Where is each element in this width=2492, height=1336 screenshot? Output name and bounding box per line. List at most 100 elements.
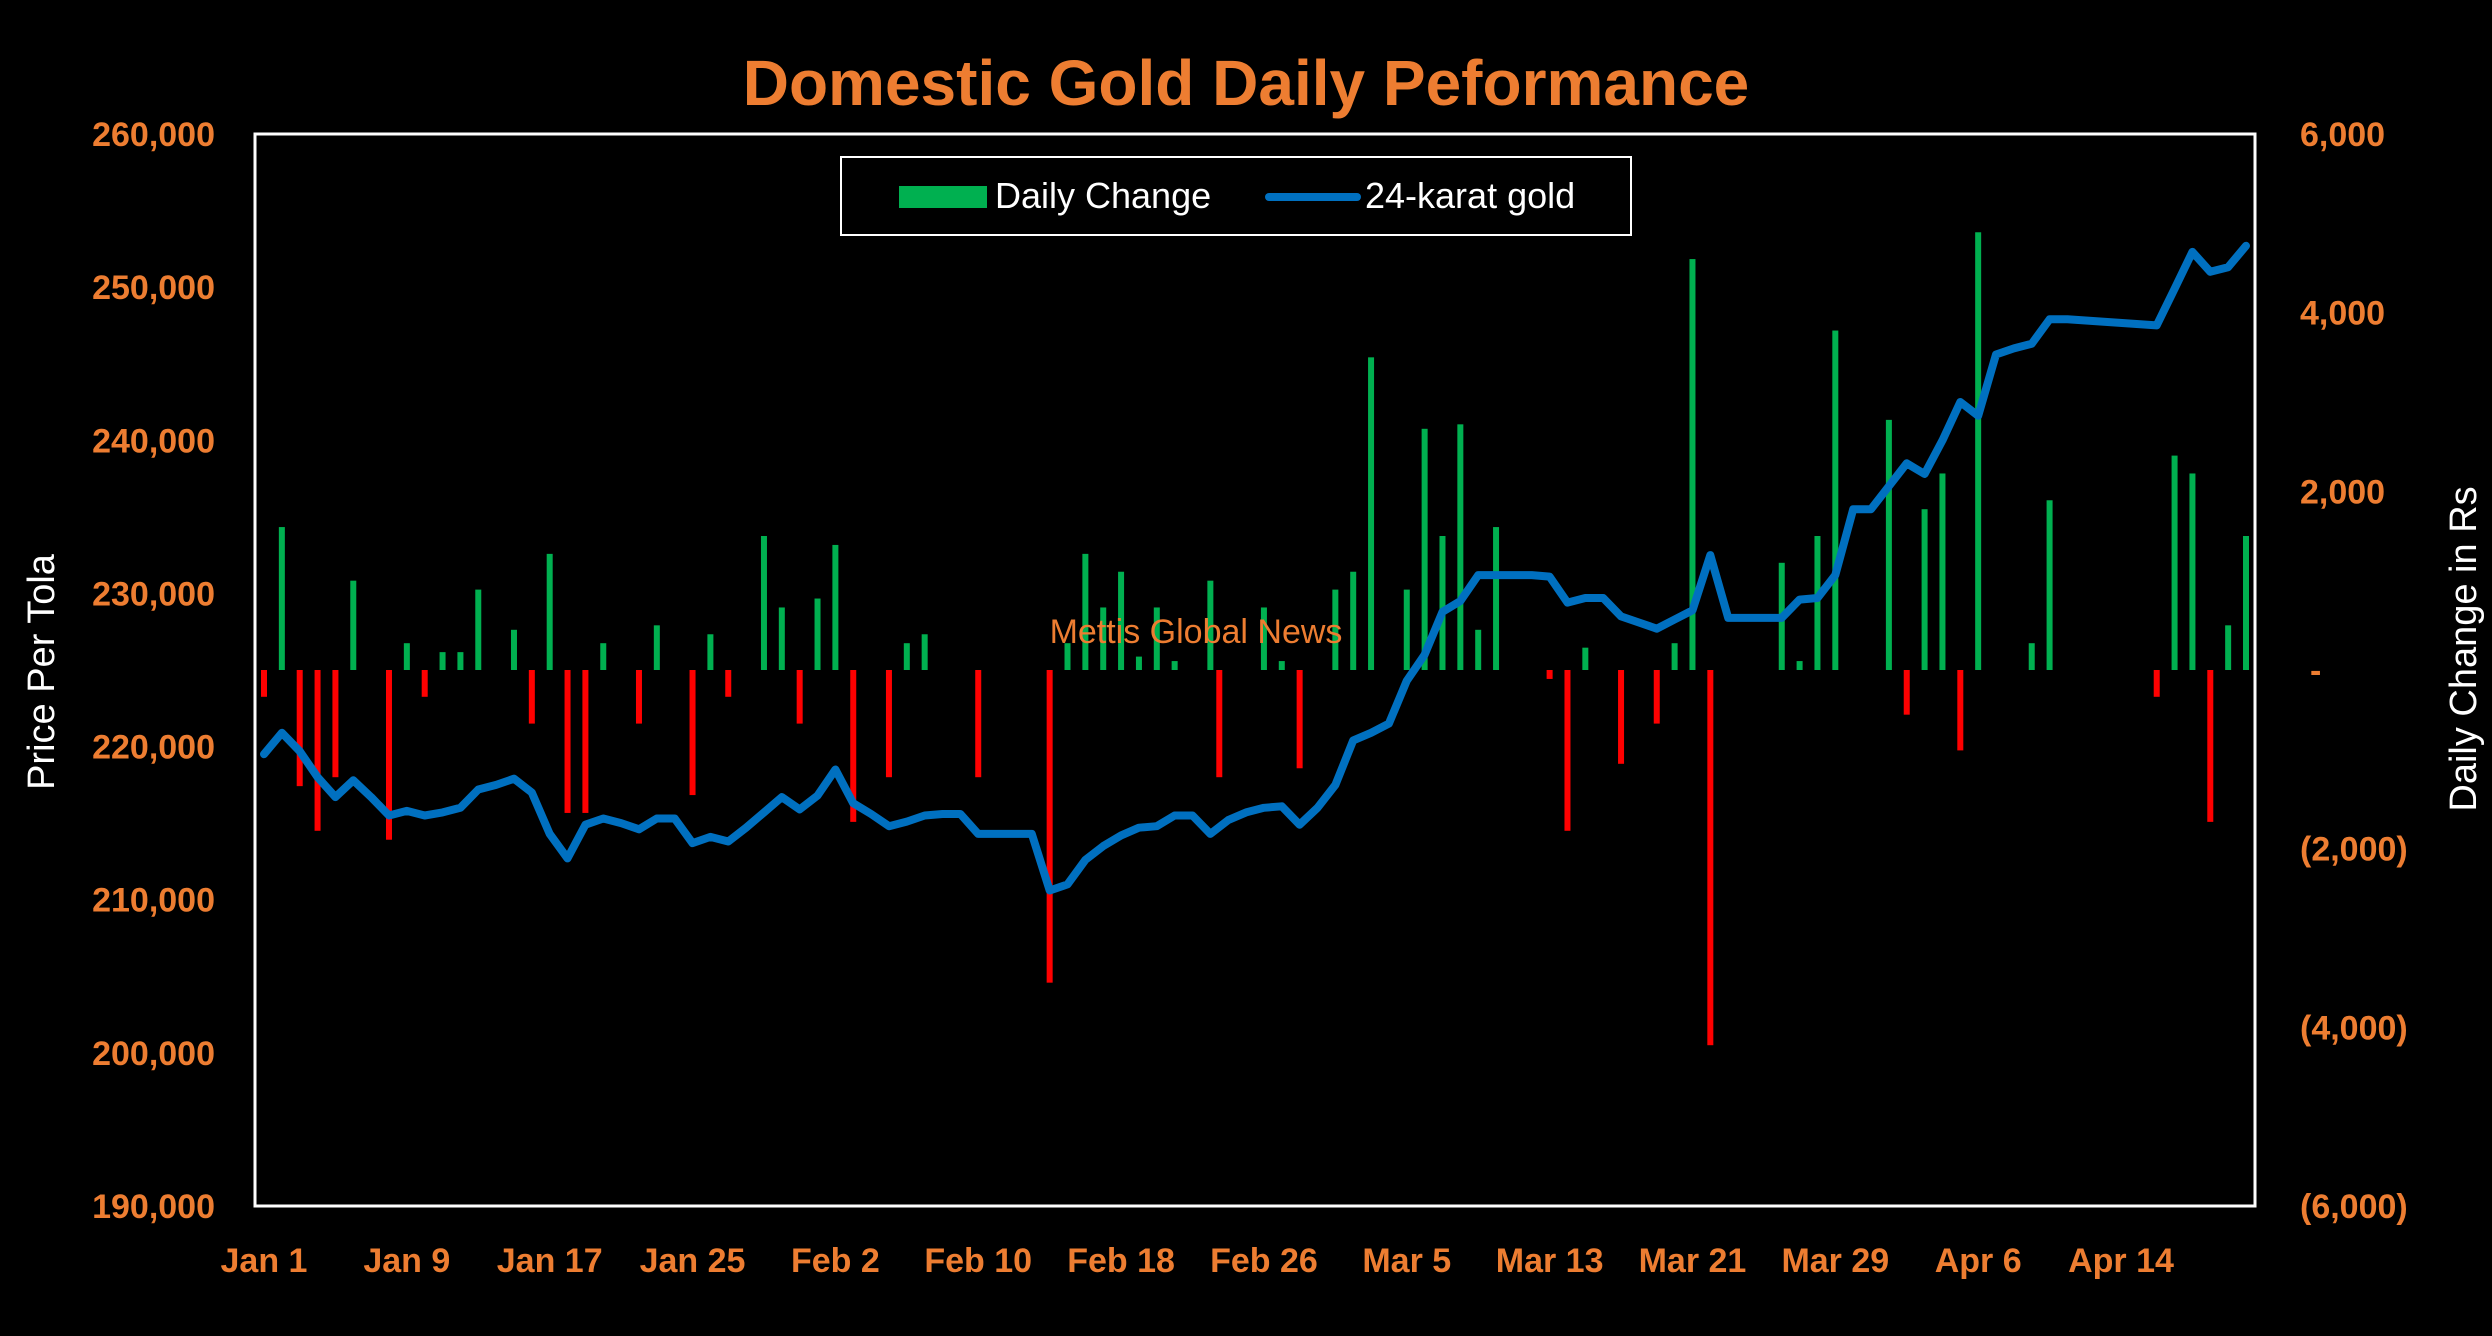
daily-change-bar — [1814, 536, 1821, 670]
x-tick-label: Feb 10 — [924, 1242, 1032, 1280]
daily-change-bar — [1207, 580, 1214, 670]
daily-change-bar — [1216, 670, 1223, 778]
daily-change-bar — [600, 643, 607, 670]
daily-change-bar — [903, 643, 910, 670]
x-tick-label: Jan 1 — [221, 1242, 308, 1280]
right-tick-label: 2,000 — [2300, 473, 2385, 511]
x-tick-label: Feb 2 — [791, 1242, 880, 1280]
daily-change-bar — [2189, 473, 2196, 670]
daily-change-bar — [921, 634, 928, 670]
daily-change-bar — [1421, 428, 1428, 670]
x-tick-label: Mar 5 — [1362, 1242, 1451, 1280]
daily-change-bar — [975, 670, 982, 778]
right-tick-label: (2,000) — [2300, 831, 2408, 869]
legend-bar-label: Daily Change — [995, 175, 1211, 216]
right-axis-title: Daily Change in Rs — [2443, 486, 2485, 811]
daily-change-bar — [2171, 455, 2178, 670]
daily-change-bar — [653, 625, 660, 670]
daily-change-bar — [635, 670, 642, 724]
daily-change-bar — [796, 670, 803, 724]
daily-change-bar — [1153, 607, 1160, 670]
daily-change-bar — [1332, 589, 1339, 670]
right-tick-label: (4,000) — [2300, 1009, 2408, 1047]
daily-change-bar — [1046, 670, 1053, 983]
right-axis-ticks: (6,000) (4,000) (2,000) - 2,000 4,000 6,000 — [2300, 116, 2408, 1226]
daily-change-bar — [2046, 500, 2053, 670]
x-tick-label: Jan 9 — [363, 1242, 450, 1280]
daily-change-bars — [261, 232, 2249, 1046]
daily-change-bar — [1957, 670, 1964, 751]
daily-change-bar — [1475, 629, 1482, 670]
x-tick-label: Feb 18 — [1067, 1242, 1175, 1280]
daily-change-bar — [1885, 419, 1892, 670]
daily-change-bar — [528, 670, 535, 724]
daily-change-bar — [278, 527, 285, 670]
daily-change-bar — [1403, 589, 1410, 670]
daily-change-bar — [2207, 670, 2214, 822]
daily-change-bar — [1546, 670, 1553, 679]
daily-change-bar — [332, 670, 339, 778]
left-tick-label: 220,000 — [92, 729, 215, 767]
left-tick-label: 200,000 — [92, 1035, 215, 1073]
gold-price-line — [260, 241, 2250, 895]
legend: Daily Change 24-karat gold — [840, 156, 1632, 236]
right-tick-label: 6,000 — [2300, 116, 2385, 154]
daily-change-bar — [1903, 670, 1910, 715]
daily-change-bar — [457, 652, 464, 670]
x-tick-label: Apr 6 — [1935, 1242, 2022, 1280]
x-tick-label: Jan 25 — [640, 1242, 746, 1280]
daily-change-bar — [1350, 571, 1357, 670]
daily-change-bar — [1100, 607, 1107, 670]
daily-change-bar — [1564, 670, 1571, 831]
daily-change-bar — [475, 589, 482, 670]
daily-change-bar — [1118, 571, 1125, 670]
daily-change-bar — [2243, 536, 2249, 670]
daily-change-bar — [725, 670, 732, 697]
daily-change-bar — [1368, 357, 1375, 670]
right-tick-label: 4,000 — [2300, 295, 2385, 333]
left-tick-label: 210,000 — [92, 882, 215, 920]
right-tick-label: (6,000) — [2300, 1188, 2408, 1226]
x-tick-label: Jan 17 — [497, 1242, 603, 1280]
chart-title: Domestic Gold Daily Peformance — [743, 47, 1750, 119]
daily-change-bar — [814, 598, 821, 670]
daily-change-bar — [689, 670, 696, 796]
x-axis-ticks: Jan 1 Jan 9 Jan 17 Jan 25 Feb 2 Feb 10 Feb 18 F… — [221, 1242, 2174, 1280]
daily-change-bar — [1171, 661, 1178, 670]
left-tick-label: 250,000 — [92, 269, 215, 307]
daily-change-bar — [1439, 536, 1446, 670]
daily-change-bar — [1653, 670, 1660, 724]
daily-change-bar — [850, 670, 857, 822]
daily-change-bar — [760, 536, 767, 670]
daily-change-bar — [1707, 670, 1714, 1046]
daily-change-bar — [1939, 473, 1946, 670]
x-tick-label: Mar 13 — [1496, 1242, 1604, 1280]
watermark: Mettis Global News — [1050, 613, 1343, 651]
daily-change-bar — [439, 652, 446, 670]
daily-change-bar — [1457, 424, 1464, 670]
daily-change-bar — [778, 607, 785, 670]
daily-change-bar — [296, 670, 303, 787]
daily-change-bar — [1689, 259, 1696, 670]
daily-change-bar — [1796, 661, 1803, 670]
daily-change-bar — [510, 629, 517, 670]
plot-frame — [253, 132, 2257, 1208]
daily-change-bar — [885, 670, 892, 778]
daily-change-bar — [564, 670, 571, 813]
daily-change-bar — [1671, 643, 1678, 670]
left-tick-label: 240,000 — [92, 422, 215, 460]
daily-change-bar — [314, 670, 321, 831]
left-tick-label: 190,000 — [92, 1188, 215, 1226]
daily-change-bar — [403, 643, 410, 670]
daily-change-bar — [546, 553, 553, 670]
daily-change-bar — [1921, 509, 1928, 670]
daily-change-bar — [1082, 553, 1089, 670]
x-tick-label: Mar 21 — [1639, 1242, 1747, 1280]
legend-line-label: 24-karat gold — [1365, 175, 1575, 216]
right-tick-label: - — [2310, 652, 2321, 690]
x-tick-label: Feb 26 — [1210, 1242, 1318, 1280]
daily-change-bar — [707, 634, 714, 670]
x-tick-label: Apr 14 — [2068, 1242, 2174, 1280]
left-axis-ticks: 190,000 200,000 210,000 220,000 230,000 240,0… — [92, 116, 215, 1226]
